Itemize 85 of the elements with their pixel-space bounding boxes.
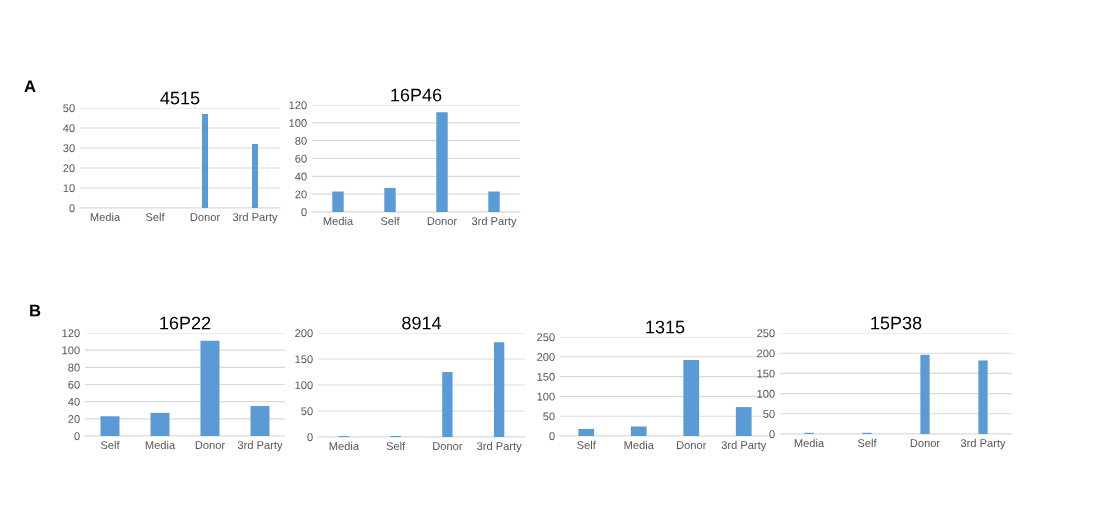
chart-title: 1315 — [646, 320, 685, 334]
x-tick-label: Donor — [677, 441, 707, 450]
y-tick-label: 120 — [62, 329, 80, 338]
y-tick-label: 0 — [301, 208, 307, 217]
y-tick-label: 0 — [549, 432, 555, 441]
y-tick-label: 100 — [295, 381, 313, 390]
bar — [150, 412, 170, 436]
x-tick-label: Self — [577, 440, 596, 450]
text: A — [24, 80, 36, 93]
chart-title: 4515 — [160, 91, 200, 105]
x-tick-label: Donor — [433, 442, 463, 451]
x-tick-label: Donor — [427, 217, 457, 226]
y-tick-label: 50 — [763, 410, 775, 418]
bar — [578, 428, 595, 436]
bar — [384, 187, 396, 212]
chart-title: 15P38 — [871, 316, 922, 330]
x-tick-label: 3rd Party — [232, 212, 278, 224]
bar — [493, 342, 505, 437]
bar — [200, 340, 220, 436]
bar — [683, 359, 700, 436]
y-tick-label: 40 — [63, 124, 75, 133]
y-tick-label: 50 — [301, 407, 313, 416]
y-tick-label: 30 — [63, 144, 75, 153]
y-tick-label: 50 — [543, 412, 555, 421]
bar — [488, 191, 500, 212]
x-tick-label: 3rd Party — [471, 216, 517, 228]
x-tick-label: Self — [380, 216, 400, 226]
x-tick-label: Media — [329, 441, 360, 451]
bar — [250, 405, 270, 436]
bar — [100, 416, 120, 436]
y-tick-label: 200 — [537, 353, 555, 361]
x-tick-label: Donor — [910, 439, 940, 448]
chart-title: 8914 — [402, 316, 442, 330]
y-tick-label: 100 — [757, 389, 775, 398]
bar — [978, 360, 988, 434]
y-tick-label: 0 — [307, 433, 313, 442]
bar — [442, 372, 453, 437]
x-tick-label: Self — [386, 441, 406, 451]
bar — [436, 112, 448, 212]
text: B — [30, 304, 41, 317]
y-tick-label: 100 — [537, 392, 555, 401]
y-tick-label: 40 — [68, 397, 80, 406]
y-tick-label: 150 — [757, 369, 775, 378]
y-tick-label: 20 — [68, 415, 80, 423]
x-tick-label: Self — [145, 212, 165, 222]
x-tick-label: 3rd Party — [960, 438, 1006, 450]
y-tick-label: 60 — [68, 380, 80, 389]
bar — [332, 191, 344, 212]
y-tick-label: 40 — [295, 172, 307, 181]
y-tick-label: 20 — [295, 190, 307, 199]
y-tick-label: 20 — [63, 164, 75, 173]
x-tick-label: 3rd Party — [721, 440, 767, 452]
bar — [920, 354, 930, 434]
x-tick-label: Media — [90, 212, 121, 222]
y-tick-label: 100 — [62, 346, 80, 355]
y-tick-label: 200 — [757, 349, 775, 358]
x-tick-label: 3rd Party — [477, 441, 522, 453]
y-tick-label: 0 — [769, 430, 775, 439]
y-tick-label: 250 — [757, 329, 775, 338]
y-tick-label: 250 — [537, 333, 555, 342]
y-tick-label: 200 — [295, 329, 313, 338]
x-tick-label: Donor — [190, 213, 220, 222]
x-tick-label: 3rd Party — [237, 440, 283, 452]
x-tick-label: Media — [323, 216, 354, 226]
y-tick-label: 0 — [69, 204, 75, 213]
x-tick-label: Donor — [195, 441, 225, 450]
x-tick-label: Media — [794, 438, 825, 448]
x-tick-label: Media — [624, 440, 654, 450]
y-tick-label: 150 — [537, 372, 555, 381]
y-tick-label: 10 — [63, 184, 75, 193]
y-tick-label: 50 — [63, 104, 75, 113]
y-tick-label: 100 — [289, 119, 307, 127]
chart-title: 16P46 — [391, 88, 442, 102]
bar — [735, 407, 752, 436]
y-tick-label: 60 — [295, 154, 307, 163]
y-tick-label: 80 — [68, 363, 80, 372]
y-tick-label: 150 — [295, 355, 313, 364]
chart-title: 16P22 — [160, 316, 211, 330]
x-tick-label: Media — [145, 440, 176, 450]
bar — [630, 426, 647, 436]
y-tick-label: 80 — [295, 136, 307, 145]
x-tick-label: Self — [100, 440, 120, 450]
x-tick-label: Self — [857, 438, 877, 448]
y-tick-label: 120 — [289, 101, 307, 110]
y-tick-label: 0 — [74, 432, 80, 441]
